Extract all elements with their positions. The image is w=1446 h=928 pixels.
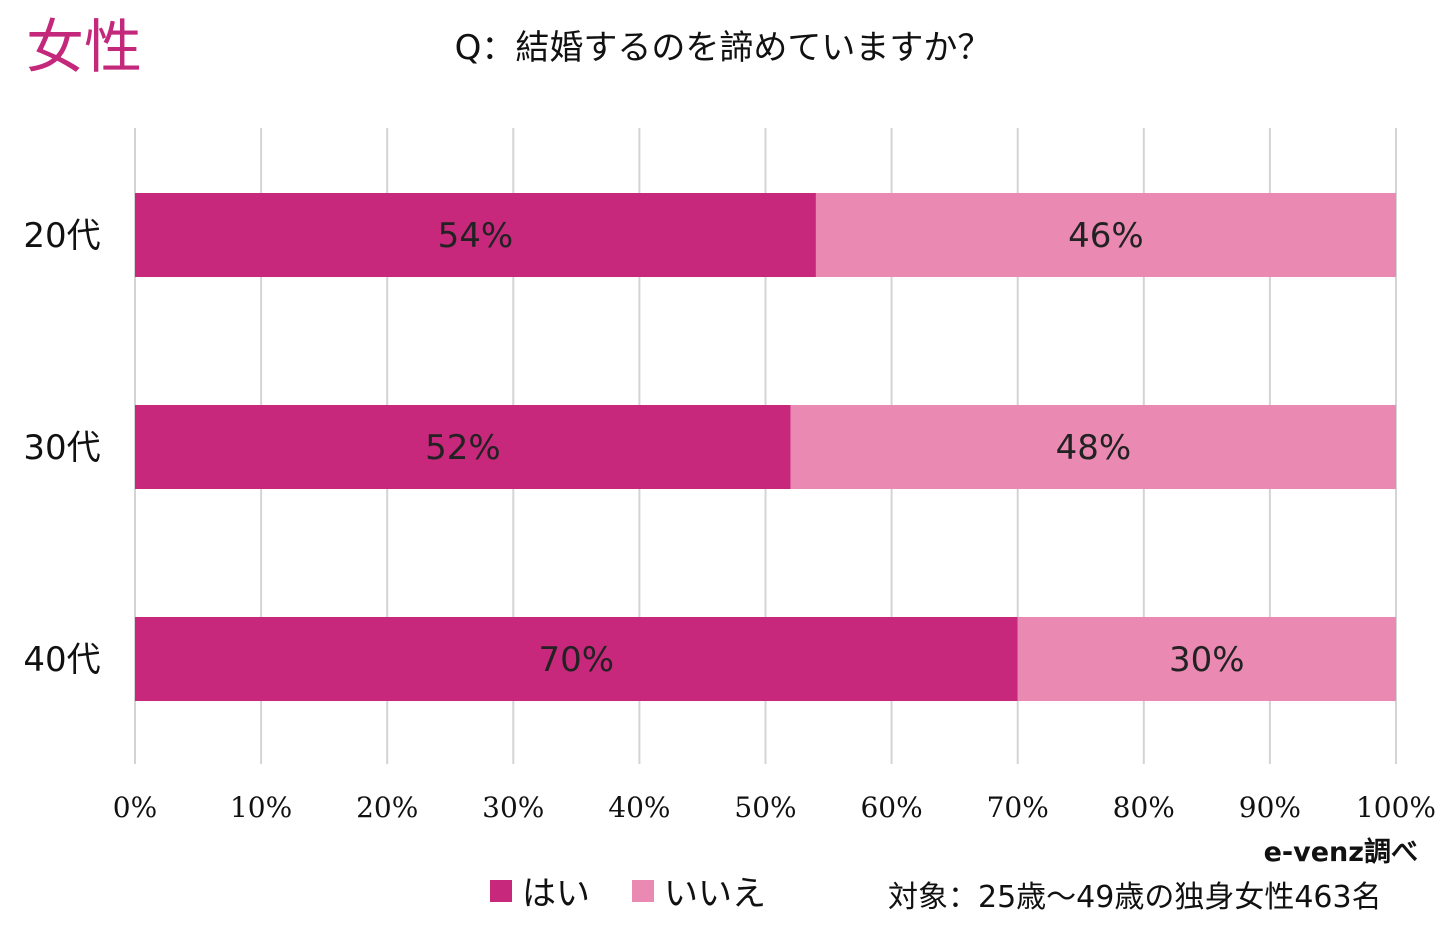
legend-label-no: いいえ: [664, 874, 766, 914]
x-tick-label: 70%: [987, 791, 1049, 824]
legend-item-yes: はい: [490, 866, 590, 915]
x-tick-label: 80%: [1113, 791, 1175, 824]
category-label: 40代: [23, 640, 100, 680]
x-tick-label: 50%: [734, 791, 796, 824]
x-tick-label: 90%: [1239, 791, 1301, 824]
legend-swatch-no: [632, 879, 654, 902]
legend-swatch-yes: [490, 879, 512, 902]
bar-no: [1017, 617, 1396, 701]
data-labels: 54% 46% 52% 48% 70% 30%: [425, 216, 1245, 680]
bars: [135, 193, 1396, 701]
data-label: 70%: [539, 640, 615, 680]
bar-yes: [135, 405, 791, 489]
data-label: 30%: [1169, 640, 1245, 680]
x-tick-label: 40%: [608, 791, 670, 824]
data-label: 52%: [425, 428, 501, 468]
legend: はい いいえ: [490, 866, 808, 915]
legend-item-no: いいえ: [632, 866, 766, 915]
category-label: 20代: [23, 216, 100, 256]
x-tick-label: 100%: [1356, 791, 1436, 824]
bar-no: [790, 405, 1396, 489]
data-label: 54%: [438, 216, 514, 256]
source-note: e-venz調べ: [1263, 837, 1418, 868]
data-label: 48%: [1056, 428, 1132, 468]
category-label: 30代: [23, 428, 100, 468]
x-tick-label: 60%: [860, 791, 922, 824]
x-tick-label: 10%: [230, 791, 292, 824]
category-labels: 20代 30代 40代: [23, 216, 100, 680]
gender-label: 女性: [26, 13, 143, 81]
x-tick-labels: 0% 10% 20% 30% 40% 50% 60% 70% 80% 90% 100%: [113, 791, 1436, 824]
bar-yes: [135, 617, 1018, 701]
x-tick-label: 30%: [482, 791, 544, 824]
x-tick-label: 0%: [113, 791, 157, 824]
chart-title: Q：結婚するのを諦めていますか？: [454, 28, 992, 68]
x-tick-label: 20%: [356, 791, 418, 824]
survey-target-note: 対象：25歳〜49歳の独身女性463名: [888, 880, 1382, 915]
legend-label-yes: はい: [522, 874, 590, 914]
data-label: 46%: [1068, 216, 1144, 256]
bar-no: [815, 193, 1396, 277]
bar-yes: [135, 193, 816, 277]
